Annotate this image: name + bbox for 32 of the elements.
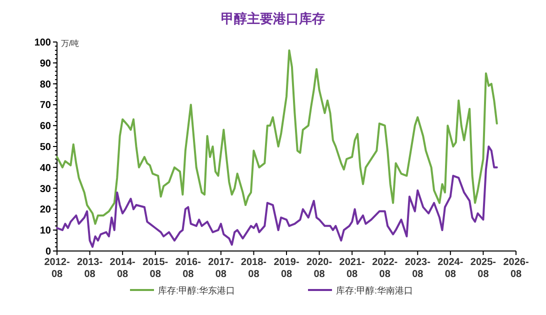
y-tick-label: 70 [40, 100, 52, 112]
x-tick-label: 2019- 08 [274, 257, 300, 280]
y-tick-label: 50 [40, 142, 52, 153]
line-series [56, 146, 498, 248]
y-axis-title: 万/吨 [61, 39, 80, 48]
x-tick-label: 2013- 08 [76, 257, 103, 280]
line-series [56, 49, 498, 225]
x-tick-label: 2020- 08 [306, 257, 332, 280]
x-tick-label: 2017- 08 [208, 257, 234, 280]
x-tick-label: 2023- 08 [404, 257, 430, 280]
y-tick-label: 60 [40, 121, 52, 132]
y-tick-label: 10 [40, 226, 52, 237]
x-tick-label: 2014- 08 [110, 257, 136, 280]
y-tick-label: 80 [40, 79, 52, 90]
x-tick-label: 2024- 08 [438, 257, 464, 280]
x-tick-label: 2018- 08 [240, 257, 267, 280]
x-tick-label: 2026- 08 [503, 257, 529, 280]
x-tick-label: 2021- 08 [339, 257, 365, 280]
y-tick-label: 40 [40, 162, 52, 174]
x-tick-label: 2015- 08 [142, 257, 168, 280]
y-tick-label: 100 [34, 38, 52, 48]
y-tick-label: 20 [40, 204, 52, 216]
x-tick-label: 2016- 08 [175, 257, 201, 280]
legend-label: 库存:甲醇:华东港口 [158, 286, 236, 296]
y-tick-label: 0 [45, 246, 52, 258]
x-tick-label: 2022- 08 [372, 257, 398, 280]
chart-title: 甲醇主要港口库存 [221, 11, 325, 26]
y-tick-label: 90 [40, 58, 52, 70]
legend-label: 库存:甲醇:华南港口 [336, 286, 414, 296]
x-tick-label: 2012- 08 [44, 257, 70, 280]
x-tick-label: 2025- 08 [470, 257, 496, 280]
y-tick-label: 30 [40, 184, 52, 195]
